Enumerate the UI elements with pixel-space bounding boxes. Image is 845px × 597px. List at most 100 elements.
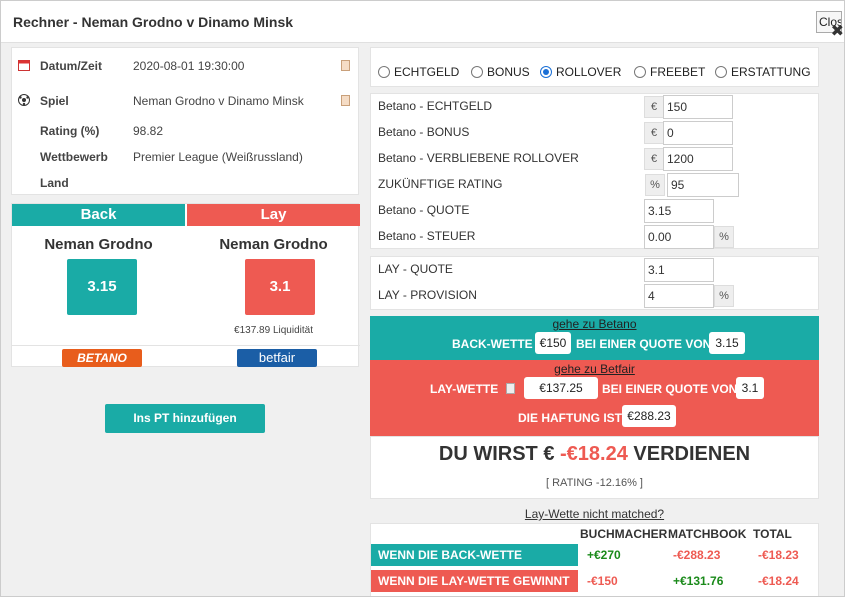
profit-suffix: VERDIENEN <box>627 443 751 465</box>
matchbook-cell: +€131.76 <box>673 574 724 588</box>
lay-bet-label: LAY-WETTE <box>430 382 499 396</box>
goto-betfair-link[interactable]: gehe zu Betfair <box>554 362 635 376</box>
back-odds-pill: 3.15 <box>709 332 745 354</box>
bookmaker-form-panel: Betano - ECHTGELD € 150 Betano - BONUS €… <box>370 93 819 249</box>
future-rating-label: ZUKÜNFTIGE RATING <box>378 177 503 191</box>
goto-betano-link[interactable]: gehe zu Betano <box>552 317 637 331</box>
rating-row: Rating (%) 98.82 <box>12 121 358 141</box>
rollover-label: Betano - VERBLIEBENE ROLLOVER <box>378 151 579 165</box>
euro-addon: € <box>644 96 664 118</box>
bonus-input[interactable]: 0 <box>663 121 733 145</box>
real-money-label: Betano - ECHTGELD <box>378 99 493 113</box>
datetime-row: Datum/Zeit 2020-08-01 19:30:00 <box>12 56 358 76</box>
percent-addon: % <box>714 285 734 307</box>
lay-odds-label: LAY - QUOTE <box>378 262 453 276</box>
lay-odds-input[interactable]: 3.1 <box>644 258 714 282</box>
row-label: WENN DIE BACK-WETTE GEWINNT <box>371 544 578 584</box>
lay-at-odds-label: BEI EINER QUOTE VON <box>602 382 738 396</box>
lay-header: Lay <box>187 204 360 226</box>
radio-label: ECHTGELD <box>394 65 460 79</box>
odds-label: Betano - QUOTE <box>378 203 470 217</box>
soccer-ball-icon <box>18 94 30 106</box>
bookmaker-cell: +€270 <box>587 548 621 562</box>
add-to-pt-button[interactable]: Ins PT hinzufügen <box>105 404 265 433</box>
percent-addon: % <box>645 174 665 196</box>
radio-erstattung[interactable]: ERSTATTUNG <box>715 65 811 79</box>
profit-amount: -€18.24 <box>560 443 628 465</box>
radio-echtgeld[interactable]: ECHTGELD <box>378 65 459 79</box>
col-header-total: TOTAL <box>753 527 792 541</box>
back-stake-pill: €150 <box>535 332 571 354</box>
modal-header: Rechner - Neman Grodno v Dinamo Minsk Cl… <box>1 1 844 43</box>
radio-button[interactable] <box>715 66 727 78</box>
odds-input[interactable]: 3.15 <box>644 199 714 223</box>
future-rating-input[interactable]: 95 <box>667 173 739 197</box>
real-money-input[interactable]: 150 <box>663 95 733 119</box>
rating-label: Rating (%) <box>40 124 100 138</box>
radio-button-checked[interactable] <box>540 66 552 78</box>
competition-row: Wettbewerb Premier League (Weißrussland) <box>12 147 358 167</box>
lay-not-matched-link[interactable]: Lay-Wette nicht matched? <box>524 507 665 521</box>
competition-label: Wettbewerb <box>40 150 108 164</box>
liability-label: DIE HAFTUNG IST <box>518 411 622 425</box>
row-label: WENN DIE LAY-WETTE GEWINNT <box>371 570 578 592</box>
back-bet-bar: gehe zu Betano BACK-WETTE €150 BEI EINER… <box>370 316 819 360</box>
back-lay-panel: Back Lay Neman Grodno Neman Grodno 3.15 … <box>11 203 360 367</box>
future-rating-row: ZUKÜNFTIGE RATING % 95 <box>371 172 818 198</box>
table-row: WENN DIE LAY-WETTE GEWINNT -€150 +€131.7… <box>371 570 818 592</box>
commission-label: LAY - PROVISION <box>378 288 477 302</box>
radio-rollover[interactable]: ROLLOVER <box>540 65 621 79</box>
lay-bet-bar: gehe zu Betfair LAY-WETTE €137.25 BEI EI… <box>370 360 819 436</box>
tax-label: Betano - STEUER <box>378 229 476 243</box>
lay-team: Neman Grodno <box>219 236 328 253</box>
rating-value: 98.82 <box>133 124 164 138</box>
matchbook-cell: -€288.23 <box>673 548 721 562</box>
radio-button[interactable] <box>634 66 646 78</box>
liability-pill: €288.23 <box>622 405 676 427</box>
radio-label: ERSTATTUNG <box>731 65 811 79</box>
radio-button[interactable] <box>471 66 483 78</box>
lay-odds-box[interactable]: 3.1 <box>245 259 315 315</box>
radio-freebet[interactable]: FREEBET <box>634 65 705 79</box>
modal-title: Rechner - Neman Grodno v Dinamo Minsk <box>13 14 294 30</box>
back-header: Back <box>12 204 185 226</box>
datetime-value: 2020-08-01 19:30:00 <box>133 59 245 73</box>
bookmaker-logo-row: BETANO betfair <box>12 345 360 367</box>
rollover-input[interactable]: 1200 <box>663 147 733 171</box>
radio-label: BONUS <box>487 65 530 79</box>
commission-row: LAY - PROVISION 4 % <box>371 283 818 309</box>
back-at-odds-label: BEI EINER QUOTE VON <box>576 337 712 351</box>
country-label: Land <box>40 176 69 190</box>
radio-bonus[interactable]: BONUS <box>471 65 530 79</box>
commission-input[interactable]: 4 <box>644 284 714 308</box>
back-odds-box[interactable]: 3.15 <box>67 259 137 315</box>
tax-input[interactable]: 0.00 <box>644 225 714 249</box>
copy-icon[interactable] <box>341 95 350 106</box>
close-icon[interactable]: ✖ <box>830 23 844 40</box>
game-value: Neman Grodno v Dinamo Minsk <box>133 94 304 108</box>
total-cell: -€18.23 <box>758 548 799 562</box>
euro-addon: € <box>644 122 664 144</box>
odds-row: Betano - QUOTE 3.15 <box>371 198 818 224</box>
close-button[interactable]: Close <box>816 11 842 33</box>
game-row: Spiel Neman Grodno v Dinamo Minsk <box>12 91 358 111</box>
liquidity-text: €137.89 Liquidität <box>234 325 313 336</box>
copy-icon[interactable] <box>506 383 515 394</box>
bonus-label: Betano - BONUS <box>378 125 470 139</box>
competition-value: Premier League (Weißrussland) <box>133 150 303 164</box>
radio-button[interactable] <box>378 66 390 78</box>
bonus-row: Betano - BONUS € 0 <box>371 120 818 146</box>
col-header-bookmaker: BUCHMACHER <box>580 527 668 541</box>
country-row: Land <box>12 173 358 193</box>
betano-logo[interactable]: BETANO <box>62 349 142 367</box>
event-info-panel: Datum/Zeit 2020-08-01 19:30:00 Spiel Nem… <box>11 47 359 195</box>
outcome-table: BUCHMACHER MATCHBOOK TOTAL WENN DIE BACK… <box>370 523 819 596</box>
profit-summary: DU WIRST € -€18.24 VERDIENEN <box>371 443 818 466</box>
lay-form-panel: LAY - QUOTE 3.1 LAY - PROVISION 4 % <box>370 256 819 310</box>
result-panel: DU WIRST € -€18.24 VERDIENEN [ RATING -1… <box>370 436 819 499</box>
lay-odds-row: LAY - QUOTE 3.1 <box>371 257 818 283</box>
calendar-icon <box>18 59 30 71</box>
betfair-logo[interactable]: betfair <box>237 349 317 367</box>
copy-icon[interactable] <box>341 60 350 71</box>
